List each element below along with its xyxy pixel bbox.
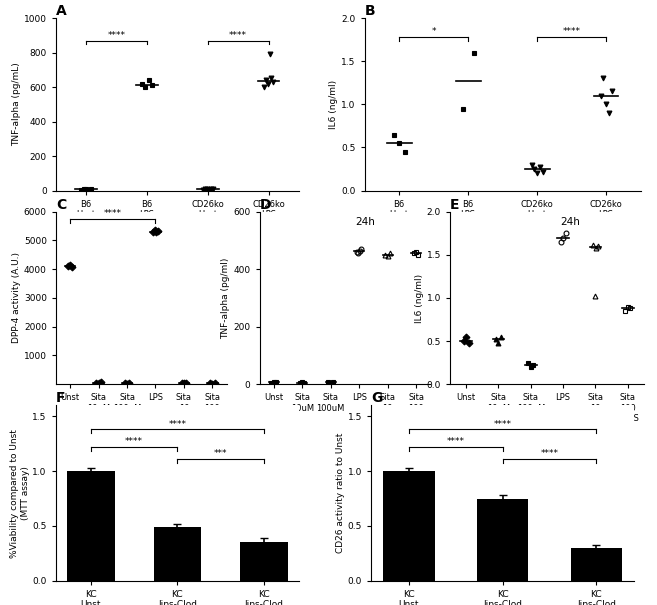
Text: ****: **** xyxy=(229,31,247,40)
Bar xyxy=(477,499,528,581)
Text: *: * xyxy=(432,27,436,36)
Y-axis label: %Viability compared to Unst
(MTT assay): %Viability compared to Unst (MTT assay) xyxy=(11,428,30,558)
Text: 24h: 24h xyxy=(355,217,375,227)
Y-axis label: CD26 activity ratio to Unst: CD26 activity ratio to Unst xyxy=(336,433,345,553)
Text: ****: **** xyxy=(541,449,558,458)
Text: D: D xyxy=(260,198,271,212)
Text: C: C xyxy=(56,198,66,212)
Bar xyxy=(570,548,622,581)
Text: 24h: 24h xyxy=(560,217,580,227)
Text: E: E xyxy=(450,198,459,212)
Bar xyxy=(383,471,435,581)
Text: ****: **** xyxy=(562,27,581,36)
Bar xyxy=(154,527,201,581)
Text: ****: **** xyxy=(493,420,512,428)
Text: ****: **** xyxy=(168,420,187,428)
Text: F: F xyxy=(56,391,65,405)
Y-axis label: TNF-alpha (pg/ml): TNF-alpha (pg/ml) xyxy=(221,257,231,339)
Text: ****: **** xyxy=(125,437,143,446)
Y-axis label: IL6 (ng/ml): IL6 (ng/ml) xyxy=(415,273,424,322)
Text: ***: *** xyxy=(214,449,227,458)
Text: A: A xyxy=(56,4,66,18)
Bar xyxy=(240,543,288,581)
Bar xyxy=(67,471,114,581)
Y-axis label: TNF-alpha (pg/mL): TNF-alpha (pg/mL) xyxy=(12,62,21,146)
Text: G: G xyxy=(371,391,382,405)
Text: ****: **** xyxy=(108,31,125,40)
Y-axis label: IL6 (ng/ml): IL6 (ng/ml) xyxy=(329,80,338,129)
Text: B: B xyxy=(365,4,375,18)
Y-axis label: DPP-4 activity (A.U.): DPP-4 activity (A.U.) xyxy=(12,252,21,344)
Text: ****: **** xyxy=(104,209,122,218)
Text: ****: **** xyxy=(447,437,464,446)
